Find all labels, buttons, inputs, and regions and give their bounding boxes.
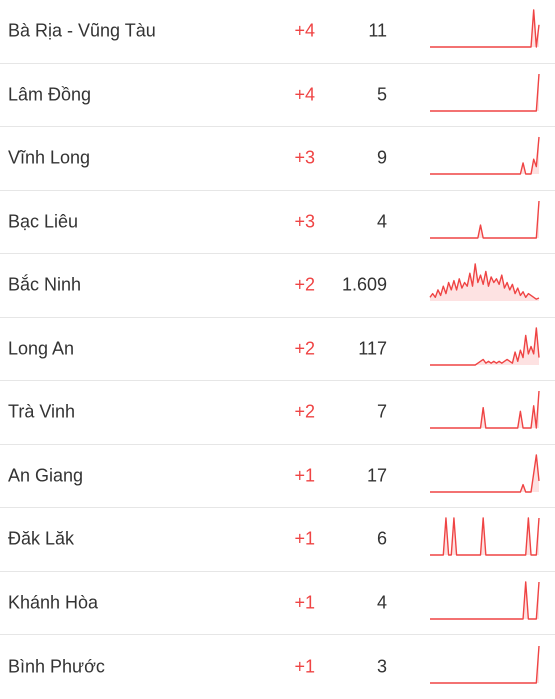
total-cases-count: 1.609 [341, 274, 387, 295]
total-cases-count: 6 [376, 528, 387, 549]
sparkline-line [430, 73, 540, 112]
sparkline-line [429, 263, 540, 301]
table-row[interactable]: Bắc Ninh +2 1.609 [0, 254, 555, 318]
trend-sparkline [428, 199, 543, 245]
table-row[interactable]: Lâm Đồng +4 5 [0, 64, 555, 127]
trend-sparkline [428, 72, 543, 118]
total-cases-count: 17 [366, 465, 387, 486]
province-name: An Giang [8, 465, 84, 486]
trend-sparkline [428, 580, 543, 626]
table-row[interactable]: Đăk Lăk +1 6 [0, 508, 555, 572]
total-cases-count: 9 [376, 147, 387, 168]
sparkline-area [430, 645, 539, 683]
table-row[interactable]: Long An +2 117 [0, 318, 555, 381]
total-cases-count: 11 [368, 20, 387, 41]
sparkline-area [430, 137, 539, 175]
sparkline-line [430, 9, 540, 48]
province-name: Bình Phước [8, 656, 105, 677]
trend-sparkline [428, 389, 543, 435]
table-row[interactable]: Bạc Liêu +3 4 [0, 191, 555, 254]
trend-sparkline [428, 326, 543, 372]
new-cases-count: +3 [294, 147, 315, 168]
new-cases-count: +2 [294, 274, 315, 295]
province-name: Khánh Hòa [8, 592, 99, 613]
province-name: Trà Vinh [8, 401, 76, 422]
total-cases-count: 4 [376, 592, 387, 613]
province-name: Bạc Liêu [8, 211, 79, 232]
new-cases-count: +4 [294, 20, 315, 41]
total-cases-count: 4 [376, 211, 387, 232]
new-cases-count: +1 [294, 592, 315, 613]
sparkline-area [430, 73, 539, 111]
new-cases-count: +1 [294, 528, 315, 549]
province-name: Đăk Lăk [8, 528, 75, 549]
trend-sparkline [428, 453, 543, 499]
sparkline-line [430, 517, 540, 556]
trend-sparkline [428, 262, 543, 308]
province-name: Vĩnh Long [8, 147, 91, 168]
new-cases-count: +3 [294, 211, 315, 232]
province-name: Bà Rịa - Vũng Tàu [8, 20, 156, 41]
new-cases-count: +4 [294, 84, 315, 105]
province-name: Bắc Ninh [8, 274, 82, 295]
province-name: Long An [8, 338, 75, 359]
sparkline-line [430, 391, 540, 429]
sparkline-area [430, 200, 539, 238]
table-row[interactable]: Bình Phước +1 3 [0, 635, 555, 699]
sparkline-area [430, 327, 539, 365]
total-cases-count: 7 [376, 401, 387, 422]
trend-sparkline [428, 644, 543, 690]
sparkline-area [430, 581, 539, 619]
sparkline-line [430, 327, 540, 366]
table-row[interactable]: Vĩnh Long +3 9 [0, 127, 555, 191]
sparkline-line [430, 137, 540, 175]
sparkline-line [430, 581, 540, 620]
total-cases-count: 5 [376, 84, 387, 105]
sparkline-line [430, 200, 540, 239]
sparkline-line [430, 454, 540, 493]
total-cases-count: 3 [376, 656, 387, 677]
sparkline-line [430, 645, 540, 684]
new-cases-count: +1 [294, 656, 315, 677]
trend-sparkline [428, 8, 543, 54]
total-cases-count: 117 [358, 338, 387, 359]
trend-sparkline [428, 516, 543, 562]
sparkline-area [430, 10, 539, 48]
new-cases-count: +2 [294, 401, 315, 422]
sparkline-area [430, 264, 539, 302]
new-cases-count: +1 [294, 465, 315, 486]
table-row[interactable]: Bà Rịa - Vũng Tàu +4 11 [0, 0, 555, 64]
table-row[interactable]: An Giang +1 17 [0, 445, 555, 508]
table-row[interactable]: Khánh Hòa +1 4 [0, 572, 555, 635]
trend-sparkline [428, 135, 543, 181]
new-cases-count: +2 [294, 338, 315, 359]
province-name: Lâm Đồng [8, 84, 92, 105]
table-row[interactable]: Trà Vinh +2 7 [0, 381, 555, 445]
